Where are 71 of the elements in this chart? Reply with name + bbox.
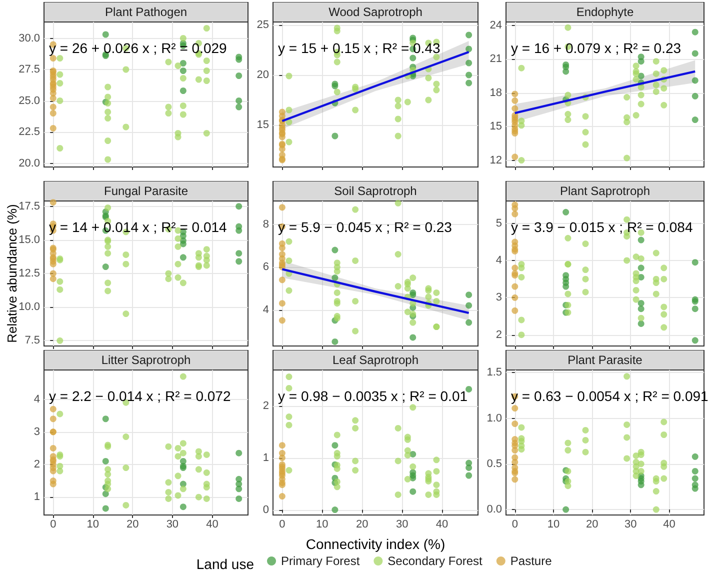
- y-tick-label: 20: [256, 69, 269, 81]
- annotation: y = 3.9 − 0.015 x ; R² = 0.084: [511, 219, 693, 235]
- y-tick-label: 22.5: [18, 126, 40, 138]
- y-tick-label: 4: [262, 304, 269, 316]
- y-tick-label: 8: [262, 218, 269, 230]
- y-tick-label: 25: [256, 19, 269, 31]
- y-tick-label: 15: [490, 120, 502, 133]
- y-axis-title: Relative abundance (%): [4, 204, 20, 343]
- y-tick-label: 20.0: [18, 157, 40, 170]
- y-tick-label: 0: [262, 504, 269, 516]
- chart-title: Litter Saprotroph: [101, 353, 191, 367]
- chart-title: Endophyte: [576, 5, 634, 19]
- y-tick-label: 24: [490, 19, 502, 32]
- x-tick-label: 40: [206, 518, 218, 530]
- legend-title: Land use: [196, 556, 254, 572]
- y-tick-label: 30.0: [18, 32, 40, 44]
- chart-title: Plant Saprotroph: [560, 184, 650, 198]
- x-tick-label: 30: [624, 518, 637, 530]
- y-tick-label: 15: [256, 119, 269, 131]
- y-tick-label: 10.0: [18, 301, 40, 314]
- y-tick-label: 2: [34, 458, 40, 470]
- chart-title: Wood Saprotroph: [328, 5, 422, 19]
- x-axis-title: Connectivity index (%): [306, 536, 446, 552]
- legend-label: Secondary Forest: [388, 554, 484, 568]
- legend-label: Primary Forest: [281, 554, 360, 568]
- y-tick-label: 25.0: [18, 94, 40, 107]
- y-tick-label: 1: [262, 452, 269, 464]
- x-tick-label: 20: [356, 518, 368, 530]
- y-tick-label: 0.0: [486, 504, 502, 516]
- y-tick-label: 6: [262, 261, 269, 274]
- x-tick-label: 30: [396, 518, 408, 530]
- legend-label: Pasture: [510, 554, 552, 568]
- y-tick-label: 1.0: [486, 412, 502, 424]
- x-tick-label: 40: [436, 518, 448, 530]
- y-tick-label: 2: [262, 400, 269, 412]
- y-tick-label: 17.5: [18, 200, 40, 212]
- y-tick-label: 12.5: [18, 268, 40, 280]
- y-tick-label: 18: [490, 86, 502, 99]
- x-tick-label: 40: [663, 518, 676, 530]
- y-tick-label: 1: [34, 491, 40, 504]
- y-tick-label: 5: [496, 217, 502, 230]
- x-tick-label: 10: [547, 518, 560, 530]
- y-tick-label: 27.5: [18, 64, 40, 76]
- x-tick-label: 0: [279, 518, 286, 530]
- x-tick-label: 0: [512, 518, 518, 530]
- y-tick-label: 4: [34, 393, 40, 406]
- y-tick-label: 15.0: [18, 234, 40, 246]
- x-tick-label: 10: [86, 518, 100, 530]
- annotation: y = 2.2 − 0.014 x ; R² = 0.072: [49, 388, 231, 404]
- chart-title: Fungal Parasite: [104, 184, 188, 198]
- annotation: y = 16 + 0.079 x ; R² = 0.23: [511, 40, 682, 56]
- x-tick-label: 20: [126, 518, 139, 530]
- y-tick-label: 3: [34, 426, 40, 438]
- y-tick-label: 0.5: [486, 458, 502, 470]
- x-tick-label: 0: [50, 518, 56, 530]
- y-tick-label: 7.5: [24, 334, 40, 347]
- y-tick-label: 1.5: [486, 366, 502, 379]
- x-tick-label: 30: [166, 518, 179, 530]
- y-tick-label: 2: [496, 328, 502, 341]
- y-tick-label: 3: [496, 292, 502, 304]
- x-tick-label: 20: [586, 518, 598, 530]
- chart-title: Plant Parasite: [568, 353, 643, 367]
- chart-title: Soil Saprotroph: [334, 184, 417, 198]
- y-tick-label: 12: [490, 154, 502, 166]
- y-tick-label: 21: [490, 53, 502, 66]
- y-tick-label: 4: [496, 254, 502, 266]
- chart-title: Leaf Saprotroph: [332, 353, 419, 367]
- annotation: y = 15 + 0.15 x ; R² = 0.43: [278, 40, 440, 56]
- annotation: y = 0.98 − 0.0035 x ; R² = 0.01: [278, 388, 468, 404]
- chart-title: Plant Pathogen: [104, 5, 188, 19]
- x-tick-label: 10: [316, 518, 328, 530]
